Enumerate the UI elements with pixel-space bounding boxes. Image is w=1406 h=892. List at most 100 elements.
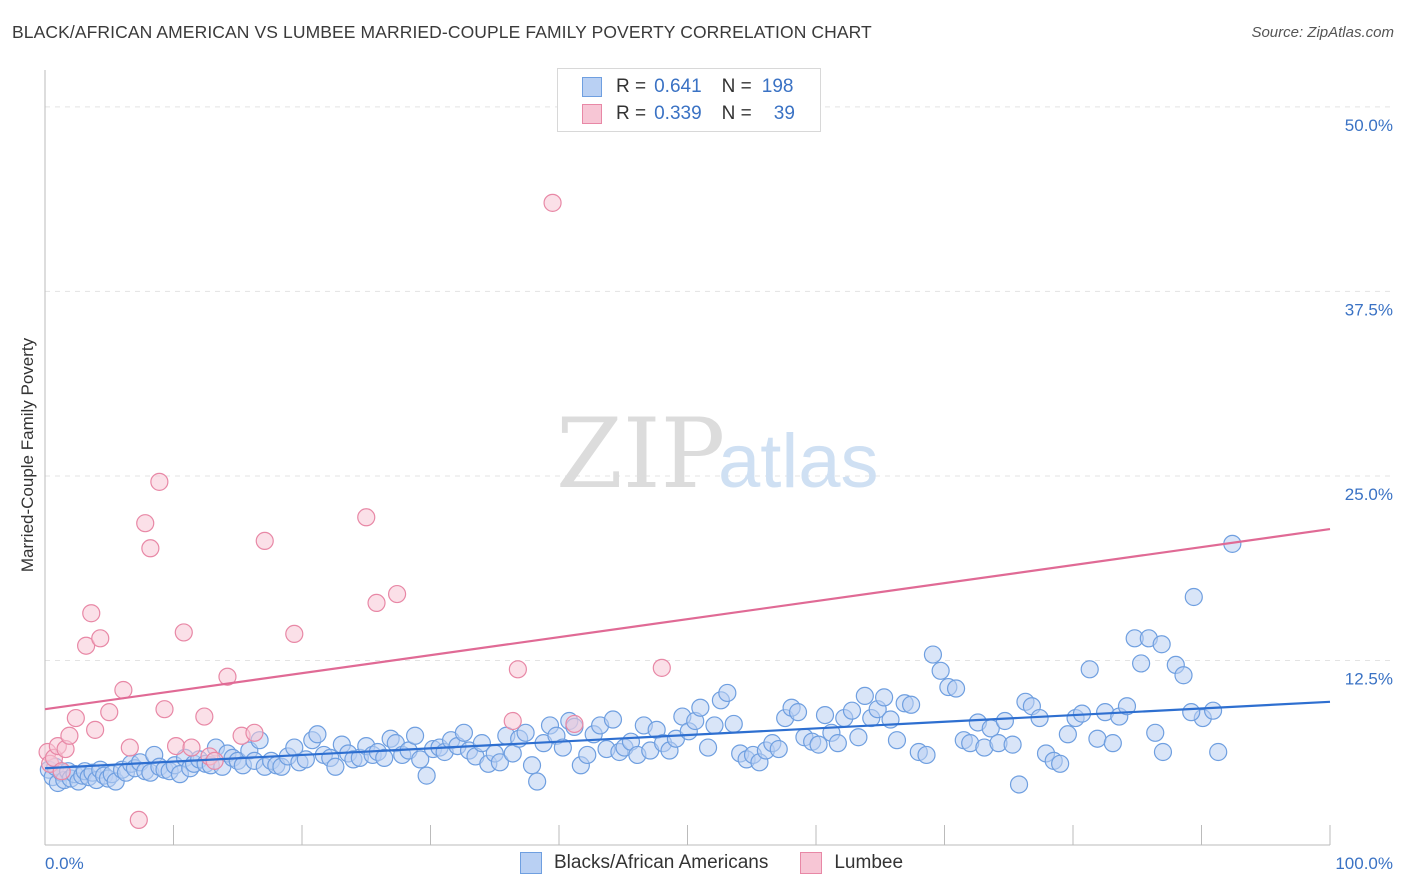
point-blacks [1103, 734, 1122, 753]
point-lumbee [150, 472, 169, 491]
gridlines [45, 106, 1393, 661]
point-blacks [603, 710, 623, 729]
point-lumbee [86, 720, 105, 739]
trend-lines [44, 528, 1331, 770]
legend-n-value: 198 [761, 76, 794, 97]
point-blacks [417, 766, 436, 785]
point-blacks [1003, 735, 1022, 754]
x-tick-label: 0.0% [45, 854, 84, 873]
legend-label-blacks: Blacks/African Americans [554, 852, 769, 873]
legend-swatch-lumbee [800, 852, 823, 874]
legend-row-lumbee: R = 0.339 N = 39 [582, 102, 795, 126]
point-blacks [788, 703, 808, 722]
point-lumbee [195, 707, 214, 726]
point-blacks [375, 748, 394, 768]
legend-swatch-blacks [582, 77, 602, 97]
point-lumbee [141, 539, 160, 558]
point-blacks [1174, 666, 1193, 685]
point-blacks [705, 716, 724, 735]
point-blacks [901, 695, 921, 714]
correlation-legend: R = 0.641 N = 198 R = 0.339 N = 39 [557, 68, 821, 132]
series-legend: Blacks/African Americans Lumbee [520, 852, 935, 874]
trend-line-lumbee [44, 528, 1331, 711]
point-blacks [326, 757, 345, 776]
source-note: Source: ZipAtlas.com [1251, 24, 1394, 41]
point-blacks [815, 705, 835, 725]
point-blacks [1132, 654, 1151, 673]
point-blacks [308, 725, 327, 744]
watermark: ZIP atlas [556, 398, 879, 510]
point-lumbee [91, 629, 110, 648]
point-lumbee [166, 736, 186, 756]
point-lumbee [652, 658, 671, 677]
legend-r-value: 0.339 [654, 103, 702, 124]
point-blacks [887, 731, 907, 750]
point-blacks [1153, 742, 1173, 762]
point-blacks [724, 714, 743, 734]
point-lumbee [66, 708, 85, 728]
point-lumbee [357, 508, 376, 527]
axes [44, 70, 1331, 846]
x-tick-label: 100.0% [1335, 854, 1393, 873]
point-blacks [828, 734, 847, 753]
point-lumbee [77, 636, 96, 655]
point-blacks [522, 756, 542, 775]
legend-n-value: 39 [773, 103, 795, 124]
point-lumbee [508, 660, 527, 679]
y-tick-label: 25.0% [1345, 485, 1393, 504]
point-blacks [769, 739, 788, 759]
point-blacks [578, 745, 597, 765]
legend-item-blacks: Blacks/African Americans [520, 852, 768, 874]
point-blacks [995, 711, 1014, 731]
legend-row-blacks: R = 0.641 N = 198 [582, 75, 793, 99]
point-lumbee [543, 193, 562, 212]
legend-n-label: N = [721, 103, 752, 124]
point-blacks [1146, 723, 1165, 742]
point-blacks [454, 723, 474, 742]
tick-labels: 12.5% 25.0% 37.5% 50.0% 0.0% 100.0% [45, 116, 1393, 873]
point-blacks [875, 688, 894, 707]
point-lumbee [285, 624, 304, 644]
point-lumbee [245, 723, 264, 742]
point-lumbee [174, 623, 193, 642]
watermark-atlas: atlas [718, 419, 879, 504]
point-blacks [946, 679, 966, 698]
point-lumbee [100, 703, 119, 722]
point-blacks [472, 734, 491, 753]
point-blacks [490, 753, 509, 772]
watermark-zip: ZIP [556, 398, 725, 510]
legend-swatch-lumbee [582, 104, 602, 124]
point-blacks [528, 772, 547, 791]
point-lumbee [255, 531, 274, 551]
point-blacks [917, 745, 936, 765]
point-blacks [1203, 701, 1223, 720]
point-lumbee [120, 738, 139, 757]
point-blacks [1080, 660, 1099, 679]
trend-line-blacks [44, 700, 1331, 770]
point-blacks [923, 645, 943, 664]
point-blacks [931, 661, 950, 680]
point-blacks [855, 686, 874, 706]
point-blacks [411, 750, 430, 769]
legend-r-label: R = [616, 103, 647, 124]
point-blacks [1088, 729, 1107, 748]
point-blacks [718, 683, 737, 703]
y-tick-label: 50.0% [1345, 116, 1393, 135]
point-lumbee [387, 584, 407, 604]
point-blacks [1152, 635, 1171, 654]
point-lumbee [136, 514, 155, 533]
point-lumbee [52, 762, 71, 781]
point-blacks [1051, 754, 1070, 773]
point-blacks [1058, 725, 1077, 744]
point-lumbee [182, 738, 201, 757]
chart-title: BLACK/AFRICAN AMERICAN VS LUMBEE MARRIED… [12, 22, 872, 42]
point-lumbee [114, 680, 133, 700]
point-lumbee [82, 604, 101, 623]
y-tick-label: 12.5% [1345, 669, 1393, 688]
point-blacks [1182, 703, 1201, 722]
point-lumbee [218, 667, 237, 686]
point-blacks [691, 698, 710, 717]
point-lumbee [503, 711, 522, 731]
point-lumbee [565, 714, 584, 734]
